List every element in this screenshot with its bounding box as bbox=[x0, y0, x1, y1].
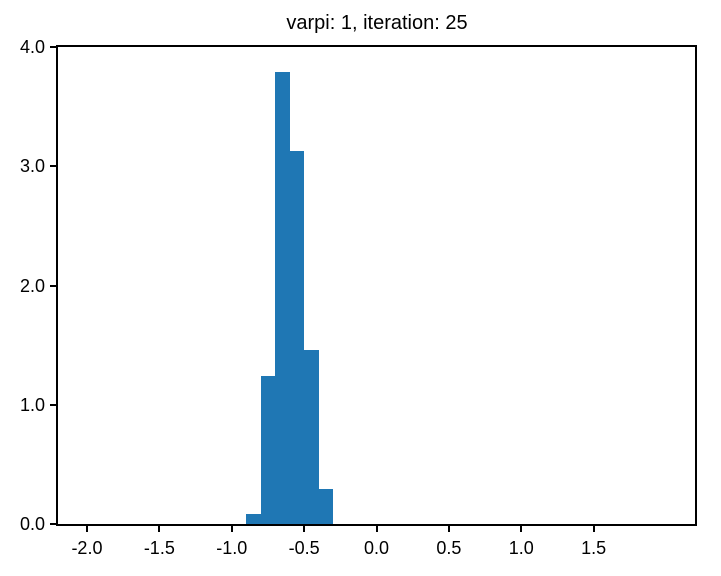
histogram-bar bbox=[289, 150, 305, 524]
x-axis-tick bbox=[592, 526, 595, 532]
chart-title: varpi: 1, iteration: 25 bbox=[286, 12, 468, 34]
histogram-bar bbox=[246, 514, 261, 524]
x-tick-label: 1.5 bbox=[581, 538, 607, 558]
histogram-bar bbox=[260, 376, 276, 524]
y-tick-label: 1.0 bbox=[19, 394, 45, 415]
x-axis-tick bbox=[520, 526, 523, 532]
x-tick-label: -0.5 bbox=[288, 538, 320, 558]
y-axis-tick bbox=[50, 46, 56, 48]
plot-area bbox=[56, 45, 697, 526]
x-axis-tick bbox=[230, 526, 233, 532]
x-axis-tick bbox=[85, 526, 88, 532]
x-tick-label: -1.0 bbox=[216, 538, 248, 558]
x-axis-tick bbox=[375, 526, 378, 532]
x-tick-label: -1.5 bbox=[143, 538, 175, 558]
histogram-bar bbox=[318, 489, 334, 524]
y-axis-tick bbox=[50, 165, 56, 168]
x-axis-tick bbox=[303, 526, 306, 532]
y-tick-label: 3.0 bbox=[19, 156, 45, 177]
x-tick-label: -2.0 bbox=[71, 538, 103, 558]
x-axis-tick bbox=[447, 526, 450, 532]
x-axis-tick bbox=[158, 526, 161, 532]
x-tick-label: 0.0 bbox=[363, 538, 390, 558]
y-axis-tick bbox=[50, 523, 56, 525]
x-tick-label: 0.5 bbox=[436, 538, 462, 558]
y-axis-tick bbox=[50, 284, 56, 287]
histogram-bar bbox=[304, 349, 319, 524]
y-tick-label: 4.0 bbox=[19, 37, 45, 57]
plot-inner bbox=[58, 47, 695, 524]
y-tick-label: 0.0 bbox=[19, 514, 45, 534]
x-tick-label: 1.0 bbox=[508, 538, 534, 558]
histogram-bar bbox=[275, 72, 290, 524]
y-axis-tick bbox=[50, 403, 56, 406]
y-tick-label: 2.0 bbox=[19, 275, 45, 296]
